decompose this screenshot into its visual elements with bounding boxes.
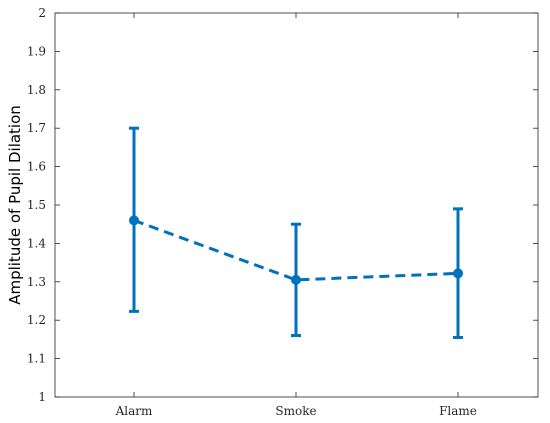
y-tick-label: 1.1 — [27, 352, 46, 366]
x-axis: Alarm Smoke Flame — [115, 13, 477, 418]
y-tick-label: 1.3 — [27, 275, 46, 289]
y-tick-label: 1 — [38, 390, 46, 404]
y-tick-label: 1.8 — [27, 83, 46, 97]
data-point — [291, 274, 301, 285]
series-line — [133, 218, 459, 282]
y-axis-label: Amplitude of Pupil Dilation — [6, 105, 24, 305]
y-tick-label: 1.7 — [27, 121, 46, 135]
x-tick-label: Smoke — [275, 404, 316, 418]
y-tick-label: 1.2 — [27, 313, 46, 327]
series-layer — [129, 126, 463, 339]
y-tick-label: 1.5 — [27, 198, 46, 212]
y-axis: 1 1.1 1.2 1.3 1.4 1.5 1.6 1.7 1.8 1.9 2 — [27, 6, 538, 404]
y-tick-label: 2 — [38, 6, 46, 20]
y-tick-label: 1.9 — [27, 44, 46, 58]
data-point — [129, 215, 139, 226]
y-tick-label: 1.4 — [27, 236, 46, 250]
y-tick-label: 1.6 — [27, 160, 46, 174]
x-tick-label: Flame — [439, 404, 477, 418]
plot-area — [54, 12, 539, 398]
data-point — [453, 268, 463, 279]
x-tick-label: Alarm — [115, 404, 153, 418]
